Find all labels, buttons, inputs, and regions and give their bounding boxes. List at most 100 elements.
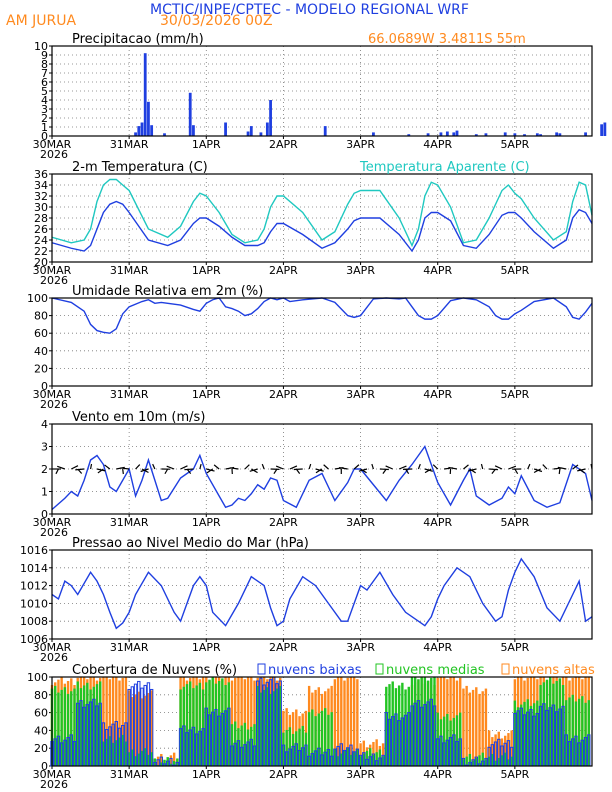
cloud-bar-nuvens-medias <box>491 753 494 766</box>
cloud-bar-nuvens-medias <box>320 710 324 766</box>
wind-arrow <box>558 468 561 475</box>
y-tick-label: 3 <box>41 103 48 116</box>
cloud-bar-nuvens-medias <box>352 752 356 766</box>
precip-bar <box>192 125 195 136</box>
wind-arrow <box>141 468 149 474</box>
wind-arrow <box>315 468 323 474</box>
x-tick-label: 30MAR <box>33 768 72 781</box>
cloud-bar-nuvens-altas <box>237 677 240 766</box>
cloud-bar-nuvens-medias <box>397 685 401 766</box>
cloud-bar-nuvens-medias <box>115 740 118 766</box>
cloud-bar-nuvens-medias <box>185 684 189 766</box>
cloud-bar-nuvens-medias <box>526 699 529 766</box>
x-tick-label: 2APR <box>269 388 298 401</box>
cloud-bar-nuvens-medias <box>307 712 311 766</box>
cloud-bar-nuvens-medias <box>481 752 484 766</box>
panel-frame <box>51 549 593 640</box>
cloud-bar-nuvens-medias <box>343 750 346 766</box>
wind-arrow <box>250 468 258 474</box>
cloud-bar-nuvens-medias <box>227 682 230 766</box>
precip-bar <box>188 92 192 136</box>
cloud-bar-nuvens-medias <box>144 748 147 766</box>
precip-bar <box>539 134 542 136</box>
cloud-bar-nuvens-medias <box>147 754 150 766</box>
x-tick-label: 4APR <box>423 264 452 277</box>
wind-arrow <box>432 464 439 470</box>
cloud-bar-nuvens-medias <box>494 760 497 766</box>
x-tick-label: 3APR <box>346 138 375 151</box>
cloud-bar-nuvens-altas <box>494 734 497 766</box>
cloud-bar-nuvens-medias <box>137 753 140 766</box>
precip-bar <box>134 132 137 136</box>
x-tick-year: 2026 <box>40 778 68 791</box>
cloud-bar-nuvens-altas <box>362 740 365 766</box>
wind-arrow <box>152 463 156 470</box>
cloud-bar-nuvens-medias <box>433 677 436 766</box>
legend-swatch <box>501 663 510 675</box>
cloud-bar-nuvens-altas <box>340 677 343 766</box>
y-tick-label: 1 <box>41 121 48 134</box>
cloud-bar-nuvens-medias <box>587 700 590 766</box>
cloud-bar-nuvens-medias <box>317 713 320 766</box>
cloud-bar-nuvens-medias <box>134 756 137 766</box>
panel-frame <box>51 423 593 515</box>
y-tick-label: 0 <box>41 760 48 773</box>
precip-bar <box>147 101 150 136</box>
cloud-bar-nuvens-medias <box>581 696 584 766</box>
precip-bar <box>455 130 459 136</box>
cloud-bar-nuvens-altas <box>147 693 150 766</box>
wind-arrow <box>358 468 368 472</box>
cloud-bar-nuvens-medias <box>314 716 317 766</box>
wind-arrow <box>514 468 519 475</box>
cloud-bar-nuvens-altas <box>343 680 346 766</box>
cloud-bar-nuvens-medias <box>240 725 243 766</box>
cloud-bar-nuvens-medias <box>269 693 272 766</box>
cloud-bar-nuvens-medias <box>555 681 558 766</box>
y-tick-label: 40 <box>34 724 48 737</box>
wind-arrow <box>338 467 348 470</box>
cloud-bar-nuvens-medias <box>430 677 433 766</box>
cloud-bar-nuvens-medias <box>124 741 128 766</box>
y-tick-label: 7 <box>41 67 48 80</box>
cloud-bar-nuvens-medias <box>99 681 102 766</box>
x-tick-label: 4APR <box>423 641 452 654</box>
y-tick-label: 34 <box>34 179 48 192</box>
y-tick-label: 60 <box>34 707 48 720</box>
cloud-bar-nuvens-medias <box>372 754 375 766</box>
cloud-bar-nuvens-medias <box>365 750 369 766</box>
wind-arrow <box>371 463 375 470</box>
cloud-bar-nuvens-altas <box>381 743 385 766</box>
cloud-bar-nuvens-medias <box>359 756 362 766</box>
cloud-bar-nuvens-altas <box>253 680 256 766</box>
cloud-bar-nuvens-altas <box>105 677 108 766</box>
x-tick-label: 1APR <box>192 516 221 529</box>
cloud-bar-nuvens-medias <box>394 688 398 766</box>
cloud-bar-nuvens-altas <box>127 690 131 766</box>
x-tick-label: 31MAR <box>110 264 149 277</box>
legend-swatch <box>375 663 384 675</box>
cloud-bar-nuvens-medias <box>105 738 108 766</box>
x-tick-label: 31MAR <box>110 516 149 529</box>
wind-arrow <box>508 465 517 470</box>
cloud-bar-nuvens-medias <box>224 685 227 766</box>
cloud-bar-nuvens-medias <box>516 707 520 766</box>
y-tick-label: 5 <box>41 85 48 98</box>
y-tick-label: 24 <box>34 234 48 247</box>
precip-bar <box>265 122 269 136</box>
cloud-bar-nuvens-medias <box>475 757 478 766</box>
cloud-bar-nuvens-medias <box>111 742 115 766</box>
cloud-bar-nuvens-altas <box>349 677 353 766</box>
x-tick-label: 1APR <box>192 641 221 654</box>
cloud-bar-nuvens-altas <box>504 735 507 766</box>
wind-arrow <box>527 463 531 470</box>
cloud-bar-nuvens-medias <box>288 727 292 766</box>
y-tick-label: 1008 <box>20 615 48 628</box>
cloud-bar-nuvens-medias <box>571 694 574 766</box>
wind-arrow <box>213 464 220 470</box>
cloud-bar-nuvens-altas <box>102 677 105 766</box>
cloud-bar-nuvens-medias <box>163 759 166 766</box>
y-tick-label: 1006 <box>20 633 48 646</box>
wind-arrow <box>273 468 278 475</box>
